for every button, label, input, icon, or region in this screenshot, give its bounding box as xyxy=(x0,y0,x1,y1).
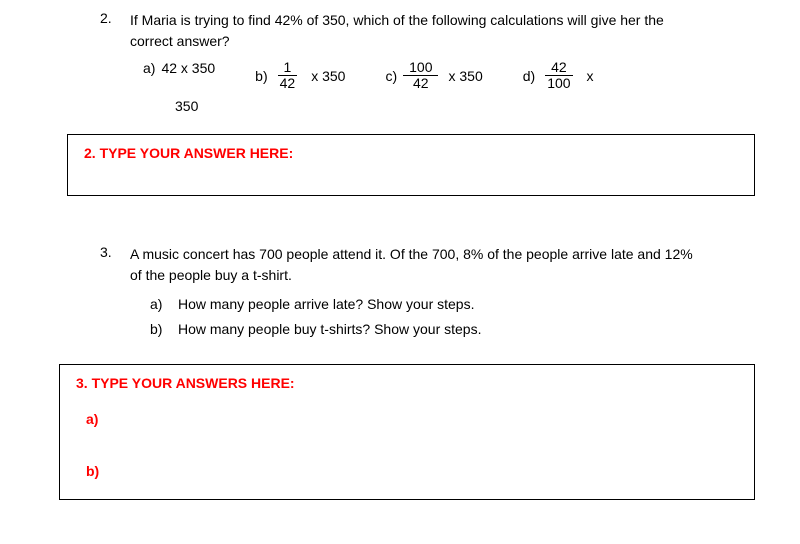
q2-option-a: a) 42 x 350 xyxy=(143,60,215,76)
q2-options: a) 42 x 350 b) 1 42 x 350 c) 100 42 x 35… xyxy=(143,60,755,92)
sub-a-letter: a) xyxy=(150,294,168,315)
sub-b-text: How many people buy t-shirts? Show your … xyxy=(178,319,481,340)
q2-number: 2. xyxy=(100,10,118,52)
q2-option-b: b) 1 42 x 350 xyxy=(255,60,345,92)
q3-answer-sub-a: a) xyxy=(86,411,738,427)
fraction-denominator: 100 xyxy=(541,76,576,91)
option-a-text: 42 x 350 xyxy=(161,60,215,76)
sub-b-letter: b) xyxy=(150,319,168,340)
q2-option-c: c) 100 42 x 350 xyxy=(385,60,482,92)
q3-answer-heading: 3. TYPE YOUR ANSWERS HERE: xyxy=(76,375,738,391)
sub-a-text: How many people arrive late? Show your s… xyxy=(178,294,474,315)
q3-sub-b: b) How many people buy t-shirts? Show yo… xyxy=(150,319,755,340)
fraction-c: 100 42 xyxy=(403,60,438,92)
q3-sub-a: a) How many people arrive late? Show you… xyxy=(150,294,755,315)
q2-text: If Maria is trying to find 42% of 350, w… xyxy=(130,10,700,52)
option-letter: c) xyxy=(385,68,397,84)
option-c-after: x 350 xyxy=(448,68,482,84)
fraction-d: 42 100 xyxy=(541,60,576,92)
option-letter: d) xyxy=(523,68,535,84)
question-2: 2. If Maria is trying to find 42% of 350… xyxy=(100,10,755,52)
q2-continuation: 350 xyxy=(175,98,755,114)
q3-subparts: a) How many people arrive late? Show you… xyxy=(150,294,755,340)
option-b-after: x 350 xyxy=(311,68,345,84)
option-letter: b) xyxy=(255,68,267,84)
fraction-numerator: 1 xyxy=(278,60,298,76)
option-letter: a) xyxy=(143,60,155,76)
q3-number: 3. xyxy=(100,244,118,286)
fraction-denominator: 42 xyxy=(407,76,435,91)
q3-text: A music concert has 700 people attend it… xyxy=(130,244,700,286)
q3-answer-box[interactable]: 3. TYPE YOUR ANSWERS HERE: a) b) xyxy=(59,364,755,500)
question-3: 3. A music concert has 700 people attend… xyxy=(100,244,755,286)
q2-answer-heading: 2. TYPE YOUR ANSWER HERE: xyxy=(84,145,738,161)
fraction-denominator: 42 xyxy=(274,76,302,91)
fraction-numerator: 100 xyxy=(403,60,438,76)
q3-answer-sub-b: b) xyxy=(86,463,738,479)
fraction-b: 1 42 xyxy=(274,60,302,92)
q2-option-d: d) 42 100 x xyxy=(523,60,594,92)
fraction-numerator: 42 xyxy=(545,60,573,76)
q2-answer-box[interactable]: 2. TYPE YOUR ANSWER HERE: xyxy=(67,134,755,196)
option-d-after: x xyxy=(587,68,594,84)
